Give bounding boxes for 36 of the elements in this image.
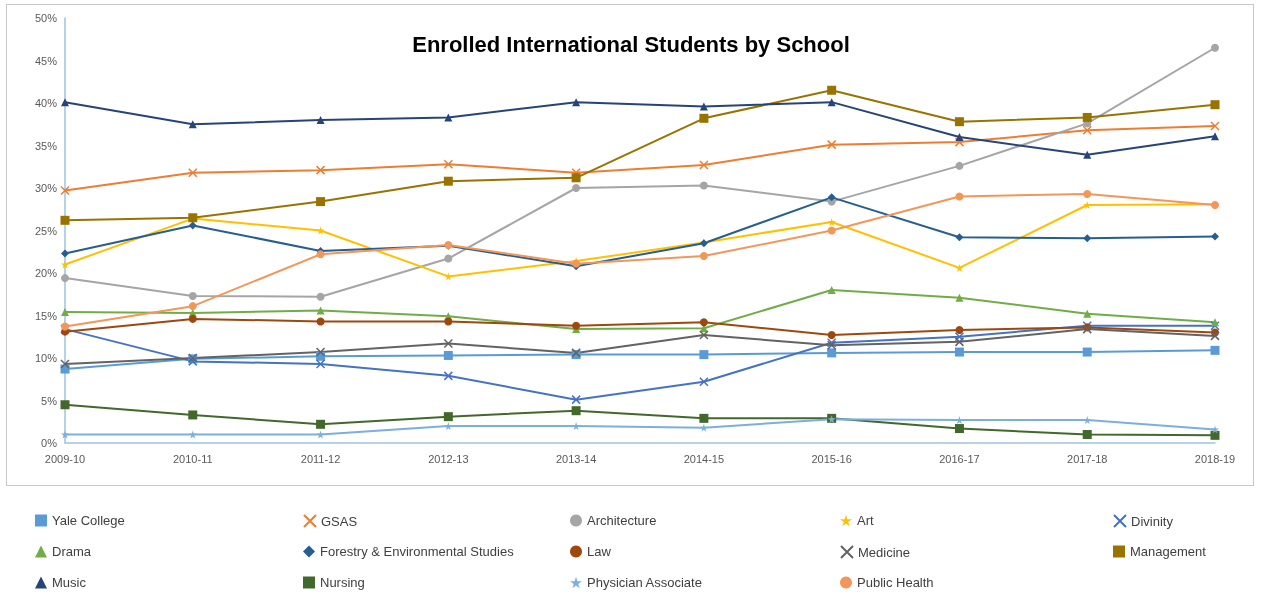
y-tick-label: 40% <box>34 97 58 109</box>
x-tick-label: 2009-10 <box>44 452 86 465</box>
y-tick-label: 10% <box>34 352 58 364</box>
x-tick-label: 2014-15 <box>683 452 725 465</box>
y-tick-label: 25% <box>34 224 58 237</box>
x-tick-label: 2015-16 <box>811 452 852 465</box>
y-tick-label: 0% <box>41 437 58 449</box>
legend-label: Yale College <box>52 513 125 528</box>
y-tick-label: 35% <box>34 139 58 152</box>
legend-label: Music <box>52 575 87 590</box>
legend-label: Public Health <box>857 575 934 590</box>
legend-label: Divinity <box>1131 513 1174 529</box>
legend-label: Art <box>857 513 874 528</box>
text: Enrolled International Students by School <box>412 31 850 57</box>
y-tick-label: 15% <box>34 309 58 322</box>
y-tick-label: 45% <box>34 54 58 67</box>
x-tick-label: 2016-17 <box>939 452 980 465</box>
x-tick-label: 2010-11 <box>173 452 213 465</box>
y-tick-label: 50% <box>34 12 58 24</box>
legend-label: Forestry & Environmental Studies <box>320 544 515 559</box>
x-tick-label: 2012-13 <box>428 452 469 465</box>
legend-label: Law <box>587 544 612 559</box>
y-tick-label: 5% <box>41 394 58 407</box>
legend-label: Nursing <box>320 575 365 590</box>
y-tick-label: 30% <box>34 182 58 194</box>
legend-label: Architecture <box>587 513 657 528</box>
legend-label: Physician Associate <box>587 575 702 590</box>
legend-label: Drama <box>52 544 92 559</box>
legend-label: GSAS <box>321 513 358 529</box>
x-tick-label: 2011-12 <box>300 452 341 465</box>
x-tick-label: 2013-14 <box>555 452 597 465</box>
legend-label: Management <box>1130 544 1207 559</box>
y-tick-label: 20% <box>34 267 58 279</box>
x-tick-label: 2018-19 <box>1194 452 1236 465</box>
legend-label: Medicine <box>858 544 911 560</box>
x-tick-label: 2017-18 <box>1067 452 1108 465</box>
